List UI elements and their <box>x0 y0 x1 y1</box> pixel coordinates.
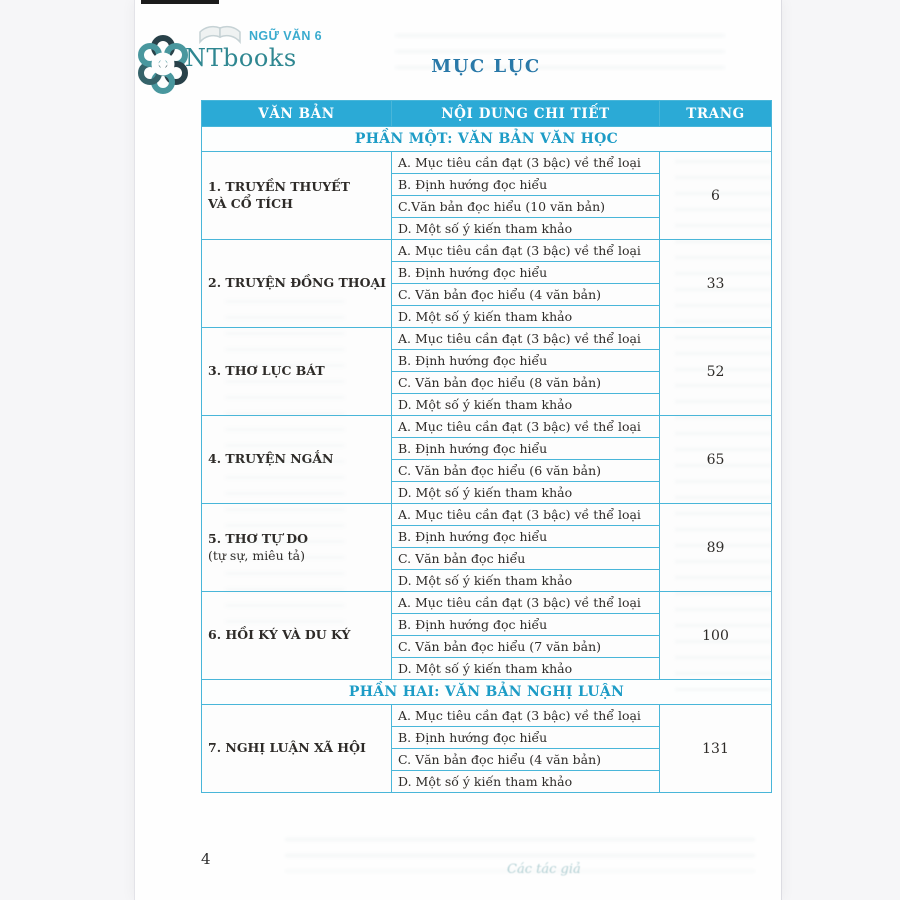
series-title: NGỮ VĂN 6 <box>249 29 323 43</box>
toc-page-cell: 33 <box>659 239 772 328</box>
toc-section-title: 6. HỒI KÝ VÀ DU KÝ <box>201 591 392 680</box>
series-badge: NGỮ VĂN 6 <box>197 24 387 50</box>
toc-item-row: 7. NGHỊ LUẬN XÃ HỘI A. Mục tiêu cần đạt (… <box>201 704 772 793</box>
toc-section-title: 2. TRUYỆN ĐỒNG THOẠI <box>201 239 392 328</box>
toc-item-row: B. Định hướng đọc hiểu <box>202 437 772 460</box>
toc-part-row: PHẦN HAI: VĂN BẢN NGHỊ LUẬN <box>201 679 772 705</box>
publisher-name: NTbooks <box>185 44 297 72</box>
toc-part-row: PHẦN MỘT: VĂN BẢN VĂN HỌC <box>201 126 772 152</box>
toc-section-title: 1. TRUYỀN THUYẾT VÀ CỔ TÍCH <box>201 151 392 240</box>
bleedthrough-smudge <box>285 838 755 872</box>
toc-item-cell: B. Định hướng đọc hiểu <box>391 261 660 284</box>
toc-item-cell: B. Định hướng đọc hiểu <box>391 173 660 196</box>
toc-item-cell: C. Văn bản đọc hiểu <box>391 547 660 570</box>
toc-column-header: TRANG <box>659 100 772 127</box>
toc-item-cell: A. Mục tiêu cần đạt (3 bậc) về thể loại <box>391 327 660 350</box>
toc-item-row: B. Định hướng đọc hiểu <box>202 613 772 636</box>
toc-column-header: NỘI DUNG CHI TIẾT <box>391 100 660 127</box>
toc-table: VĂN BẢN NỘI DUNG CHI TIẾT TRANG PHẦN MỘT: … <box>201 100 772 793</box>
toc-page-cell: 52 <box>659 327 772 416</box>
toc-item-cell: B. Định hướng đọc hiểu <box>391 726 660 749</box>
page-number: 4 <box>201 850 211 868</box>
toc-item-cell: C. Văn bản đọc hiểu (4 văn bản) <box>391 283 660 306</box>
toc-section-title-line: 4. TRUYỆN NGẮN <box>208 451 334 467</box>
page-title: MỤC LỤC <box>431 56 541 77</box>
toc-item-row: 2. TRUYỆN ĐỒNG THOẠI A. Mục tiêu cần đạt … <box>201 239 772 328</box>
toc-item-cell: D. Một số ý kiến tham khảo <box>391 657 660 680</box>
toc-item-cell: A. Mục tiêu cần đạt (3 bậc) về thể loại <box>391 503 660 526</box>
toc-item-cell: C. Văn bản đọc hiểu (7 văn bản) <box>391 635 660 658</box>
toc-item-row: B. Định hướng đọc hiểu <box>202 173 772 196</box>
toc-section-title-line: (tự sự, miêu tả) <box>208 547 305 563</box>
toc-item-row: 6. HỒI KÝ VÀ DU KÝ A. Mục tiêu cần đạt (3… <box>201 591 772 680</box>
toc-page-cell: 6 <box>659 151 772 240</box>
toc-column-header: VĂN BẢN <box>201 100 392 127</box>
toc-item-row: C. Văn bản đọc hiểu (7 văn bản) <box>202 635 772 658</box>
toc-item-cell: D. Một số ý kiến tham khảo <box>391 569 660 592</box>
toc-item-cell: A. Mục tiêu cần đạt (3 bậc) về thể loại <box>391 151 660 174</box>
toc-item-cell: B. Định hướng đọc hiểu <box>391 437 660 460</box>
toc-item-row: D. Một số ý kiến tham khảo <box>202 657 772 680</box>
toc-section-title: 5. THƠ TỰ DO (tự sự, miêu tả) <box>201 503 392 592</box>
toc-item-row: D. Một số ý kiến tham khảo <box>202 770 772 793</box>
toc-part-heading: PHẦN MỘT: VĂN BẢN VĂN HỌC <box>201 126 772 152</box>
toc-item-row: 5. THƠ TỰ DO (tự sự, miêu tả) A. Mục tiêu … <box>201 503 772 592</box>
toc-item-cell: D. Một số ý kiến tham khảo <box>391 770 660 793</box>
toc-item-cell: C.Văn bản đọc hiểu (10 văn bản) <box>391 195 660 218</box>
scan-corner-mark <box>141 0 219 4</box>
toc-item-cell: A. Mục tiêu cần đạt (3 bậc) về thể loại <box>391 239 660 262</box>
toc-item-cell: D. Một số ý kiến tham khảo <box>391 217 660 240</box>
toc-item-row: D. Một số ý kiến tham khảo <box>202 393 772 416</box>
toc-item-row: C. Văn bản đọc hiểu (4 văn bản) <box>202 283 772 306</box>
toc-item-cell: C. Văn bản đọc hiểu (4 văn bản) <box>391 748 660 771</box>
toc-section-title-line: 1. TRUYỀN THUYẾT <box>208 178 350 194</box>
toc-item-cell: A. Mục tiêu cần đạt (3 bậc) về thể loại <box>391 415 660 438</box>
toc-item-row: B. Định hướng đọc hiểu <box>202 525 772 548</box>
toc-section-title-line: 7. NGHỊ LUẬN XÃ HỘI <box>208 740 366 756</box>
toc-header-row: VĂN BẢN NỘI DUNG CHI TIẾT TRANG <box>201 100 772 127</box>
toc-section-title: 3. THƠ LỤC BÁT <box>201 327 392 416</box>
toc-page-cell: 89 <box>659 503 772 592</box>
toc-section-title: 4. TRUYỆN NGẮN <box>201 415 392 504</box>
toc-body: PHẦN MỘT: VĂN BẢN VĂN HỌC 1. TRUYỀN THUYẾ… <box>201 126 772 793</box>
toc-item-cell: D. Một số ý kiến tham khảo <box>391 305 660 328</box>
toc-page-cell: 65 <box>659 415 772 504</box>
toc-section-title-line: 5. THƠ TỰ DO <box>208 530 309 546</box>
toc-section-title-line: VÀ CỔ TÍCH <box>208 195 293 211</box>
toc-item-cell: B. Định hướng đọc hiểu <box>391 613 660 636</box>
toc-item-row: B. Định hướng đọc hiểu <box>202 261 772 284</box>
toc-page-cell: 131 <box>659 704 772 793</box>
toc-section-title-line: 6. HỒI KÝ VÀ DU KÝ <box>208 627 351 643</box>
toc-item-cell: B. Định hướng đọc hiểu <box>391 349 660 372</box>
toc-item-cell: A. Mục tiêu cần đạt (3 bậc) về thể loại <box>391 591 660 614</box>
ntbooks-knot-logo-icon <box>137 34 189 100</box>
toc-item-row: D. Một số ý kiến tham khảo <box>202 481 772 504</box>
bleedthrough-signature: Các tác giả <box>507 862 581 877</box>
toc-item-cell: D. Một số ý kiến tham khảo <box>391 481 660 504</box>
toc-item-cell: C. Văn bản đọc hiểu (8 văn bản) <box>391 371 660 394</box>
toc-item-cell: C. Văn bản đọc hiểu (6 văn bản) <box>391 459 660 482</box>
toc-part-heading: PHẦN HAI: VĂN BẢN NGHỊ LUẬN <box>201 679 772 705</box>
toc-item-cell: B. Định hướng đọc hiểu <box>391 525 660 548</box>
publisher-watermark: NTbooks NGỮ VĂN 6 <box>137 24 397 106</box>
toc-item-cell: A. Mục tiêu cần đạt (3 bậc) về thể loại <box>391 704 660 727</box>
toc-item-row: D. Một số ý kiến tham khảo <box>202 569 772 592</box>
toc-item-row: C. Văn bản đọc hiểu (6 văn bản) <box>202 459 772 482</box>
toc-item-cell: D. Một số ý kiến tham khảo <box>391 393 660 416</box>
toc-section-title-line: 2. TRUYỆN ĐỒNG THOẠI <box>208 275 387 291</box>
toc-item-row: 1. TRUYỀN THUYẾT VÀ CỔ TÍCH A. Mục tiêu cầ… <box>201 151 772 240</box>
book-page: NTbooks NGỮ VĂN 6 MỤC LỤC VĂN BẢN NỘI DUN… <box>134 0 782 900</box>
toc-item-row: 4. TRUYỆN NGẮN A. Mục tiêu cần đạt (3 bậc… <box>201 415 772 504</box>
toc-item-row: D. Một số ý kiến tham khảo <box>202 217 772 240</box>
toc-item-row: 3. THƠ LỤC BÁT A. Mục tiêu cần đạt (3 bậc… <box>201 327 772 416</box>
toc-section-title: 7. NGHỊ LUẬN XÃ HỘI <box>201 704 392 793</box>
toc-page-cell: 100 <box>659 591 772 680</box>
toc-item-row: C.Văn bản đọc hiểu (10 văn bản) <box>202 195 772 218</box>
open-book-icon <box>197 24 245 52</box>
toc-item-row: B. Định hướng đọc hiểu <box>202 349 772 372</box>
toc-section-title-line: 3. THƠ LỤC BÁT <box>208 363 325 379</box>
